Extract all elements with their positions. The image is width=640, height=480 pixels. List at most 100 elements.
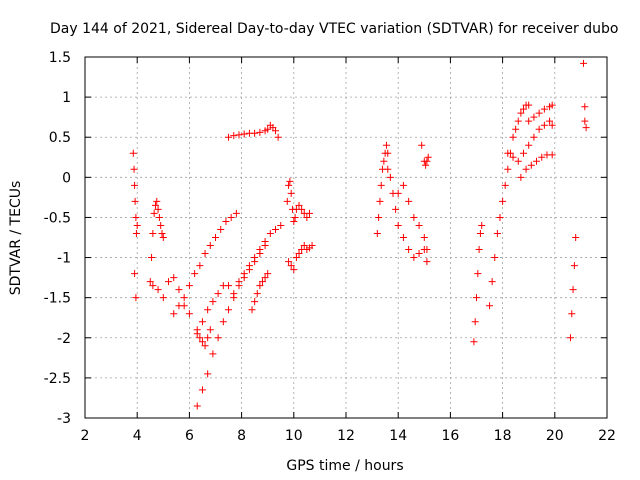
data-point: [165, 278, 173, 286]
data-point: [148, 254, 156, 262]
data-point: [209, 350, 217, 358]
data-point: [180, 294, 188, 302]
data-point: [514, 117, 522, 125]
data-point: [198, 386, 206, 394]
x-tick-label: 18: [494, 428, 512, 444]
data-point: [248, 306, 256, 314]
x-tick-label: 12: [337, 428, 355, 444]
data-point: [471, 318, 479, 326]
data-point: [376, 197, 384, 205]
data-point: [384, 165, 392, 173]
data-point: [300, 242, 308, 250]
data-point: [530, 113, 538, 121]
data-point: [382, 141, 390, 149]
axis-ticks: [84, 56, 608, 419]
data-point: [295, 201, 303, 209]
data-point: [251, 298, 259, 306]
series-segment-10: [283, 177, 313, 225]
x-tick-label: 16: [441, 428, 459, 444]
data-point: [264, 125, 272, 133]
data-point: [519, 149, 527, 157]
data-point: [377, 181, 385, 189]
data-point: [132, 213, 140, 221]
data-point: [240, 274, 248, 282]
data-point: [568, 310, 576, 318]
data-point: [245, 266, 253, 274]
data-point: [225, 133, 233, 141]
data-point: [158, 229, 166, 237]
data-point: [131, 270, 139, 278]
series-segment-15: [399, 234, 431, 266]
data-point: [251, 258, 259, 266]
data-point: [420, 234, 428, 241]
series-segment-17: [470, 221, 486, 346]
data-point: [170, 274, 178, 282]
data-point: [198, 338, 206, 346]
data-point: [196, 262, 204, 270]
data-point: [540, 105, 548, 113]
data-point: [546, 117, 554, 125]
data-point: [277, 221, 285, 229]
data-point: [132, 229, 140, 237]
data-point: [295, 250, 303, 258]
data-point: [154, 286, 162, 294]
data-point: [214, 334, 222, 342]
data-point: [285, 181, 293, 189]
x-tick-label: 8: [237, 428, 246, 444]
data-point: [476, 229, 484, 237]
data-point: [261, 274, 269, 282]
data-point: [420, 246, 428, 254]
data-point: [204, 370, 212, 378]
data-point: [540, 121, 548, 129]
data-point: [519, 105, 527, 113]
data-point: [206, 326, 214, 334]
y-tick-label: -2: [57, 331, 71, 347]
data-point: [193, 326, 201, 334]
data-point: [286, 177, 294, 185]
data-point: [285, 258, 293, 266]
series-segment-22: [566, 234, 580, 342]
data-point: [185, 310, 193, 318]
data-point: [251, 129, 259, 137]
data-point: [517, 109, 525, 117]
data-point: [157, 221, 165, 229]
data-point: [380, 157, 388, 165]
series-segment-12: [373, 141, 392, 237]
data-point: [298, 205, 306, 213]
data-point: [191, 270, 199, 278]
data-point: [486, 302, 494, 310]
data-point: [399, 181, 407, 189]
series-segment-21: [525, 101, 556, 125]
y-tick-label: 1.5: [49, 50, 71, 66]
series-segment-7: [193, 326, 214, 350]
grid-lines: [85, 57, 607, 418]
data-point: [201, 250, 209, 258]
series-segment-16: [418, 141, 432, 169]
data-point: [256, 282, 264, 290]
data-point: [474, 270, 482, 278]
data-point: [392, 205, 400, 213]
data-point: [272, 127, 280, 135]
data-point: [499, 197, 507, 205]
data-point: [290, 217, 298, 225]
x-tick-label: 20: [546, 428, 564, 444]
data-point: [548, 121, 556, 129]
data-point: [258, 278, 266, 286]
data-point: [133, 221, 141, 229]
data-point: [149, 282, 157, 290]
data-point: [131, 197, 139, 205]
y-tick-label: -3: [57, 411, 71, 427]
y-tick-label: -2.5: [44, 371, 71, 387]
x-tick-label: 10: [285, 428, 303, 444]
data-point: [175, 302, 183, 310]
data-point: [264, 270, 272, 278]
data-point: [491, 254, 499, 262]
data-point: [185, 282, 193, 290]
data-point: [405, 246, 413, 254]
data-point: [517, 173, 525, 181]
series-segment-19: [504, 117, 556, 165]
data-point: [287, 189, 295, 197]
data-point: [525, 101, 533, 109]
